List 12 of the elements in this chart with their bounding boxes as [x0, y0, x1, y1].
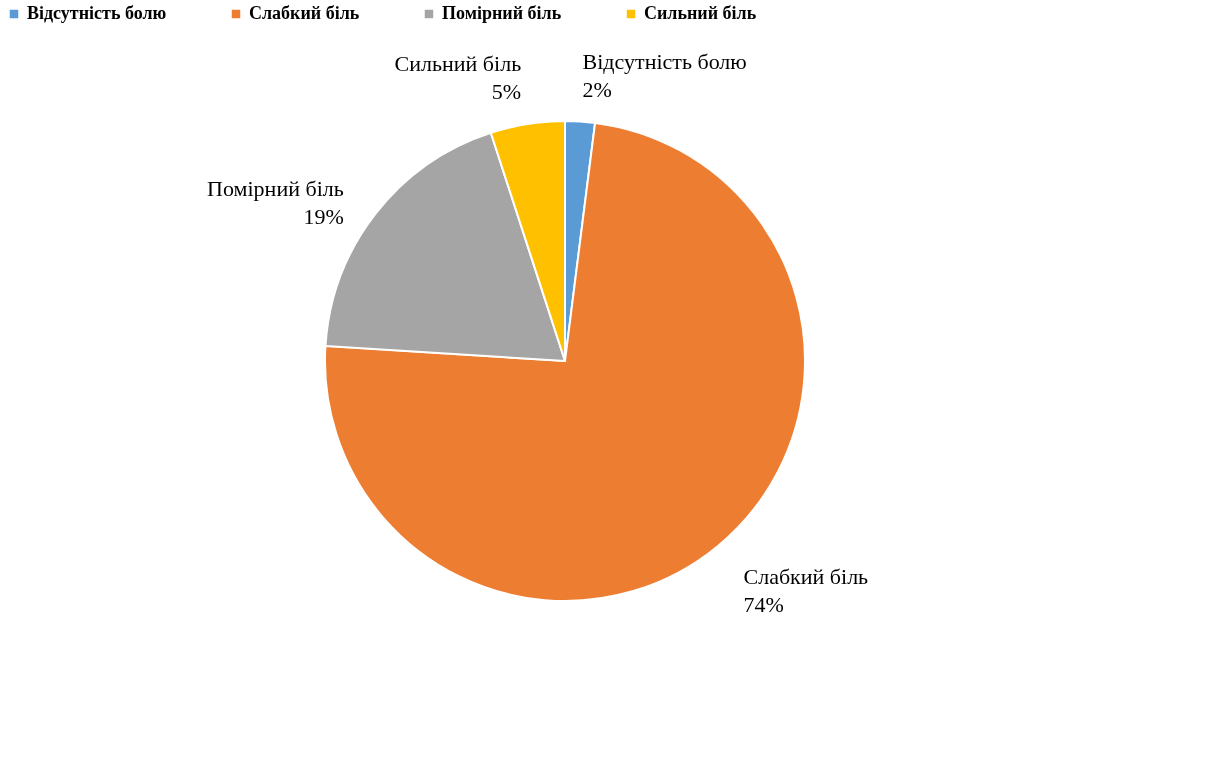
slice-label: Сильний біль	[394, 51, 522, 77]
legend-label: Сильний біль	[644, 3, 757, 23]
data-label: 2%	[582, 76, 612, 102]
slice-label: Відсутність болю	[582, 48, 747, 74]
legend-label: Помірний біль	[442, 3, 562, 23]
data-label: 74%	[743, 591, 784, 617]
data-label: 19%	[303, 204, 344, 230]
slice-label: Слабкий біль	[743, 563, 869, 589]
legend-label: Відсутність болю	[27, 3, 167, 23]
slice-label: Помірний біль	[207, 176, 344, 202]
legend-label: Слабкий біль	[249, 3, 360, 23]
data-label: 5%	[491, 79, 522, 105]
